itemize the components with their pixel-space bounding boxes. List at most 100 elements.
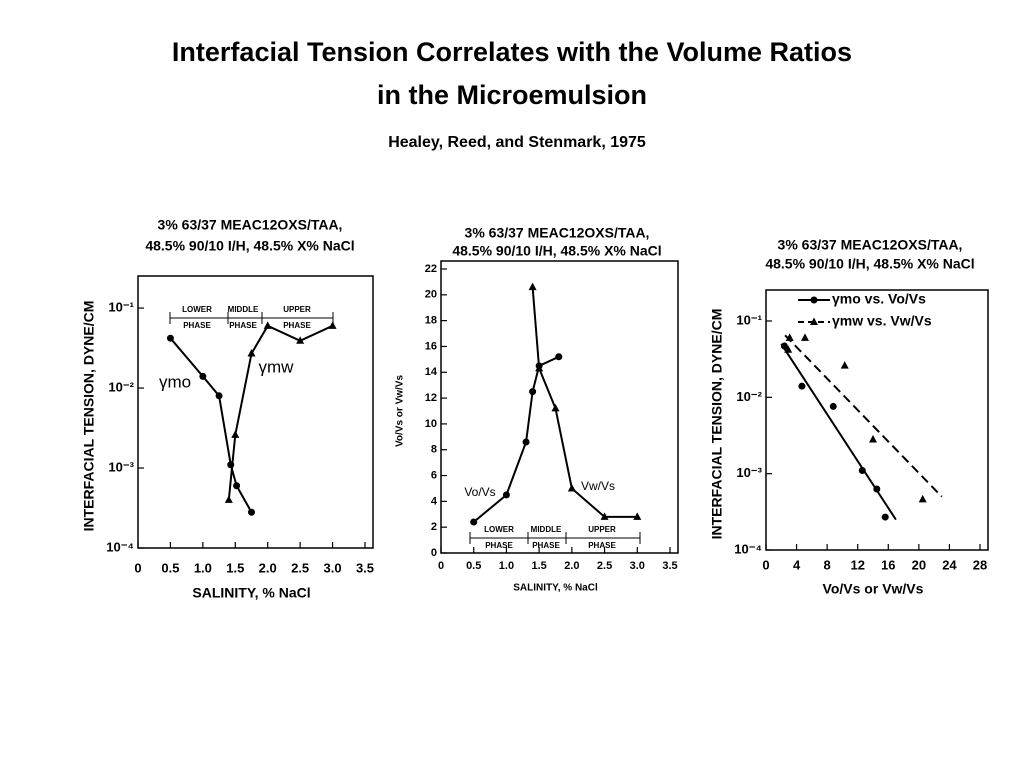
- y-tick-label: 6: [431, 469, 437, 481]
- data-point: [785, 333, 794, 341]
- citation: Healey, Reed, and Stenmark, 1975: [388, 134, 646, 151]
- x-tick-label: 28: [973, 557, 987, 572]
- x-tick-label: 3.0: [630, 560, 645, 572]
- x-tick-label: 1.0: [194, 560, 212, 575]
- x-tick-label: 3.5: [662, 560, 677, 572]
- phase-label: UPPER: [588, 525, 616, 534]
- data-point: [502, 491, 510, 499]
- data-point: [248, 508, 255, 516]
- x-tick-label: 1.5: [531, 560, 546, 572]
- phase-label: MIDDLE: [228, 305, 259, 314]
- data-point: [535, 363, 544, 372]
- data-point: [567, 483, 576, 492]
- x-tick-label: 2.0: [259, 560, 277, 575]
- data-point: [470, 518, 478, 526]
- chart-title: 48.5% 90/10 I/H, 48.5% X% NaCl: [145, 238, 354, 254]
- x-axis-label: Vo/Vs or Vw/Vs: [823, 581, 924, 597]
- x-tick-label: 8: [824, 557, 831, 572]
- data-point: [528, 282, 537, 291]
- phase-label: PHASE: [588, 541, 616, 550]
- y-tick-label: 2: [431, 521, 437, 533]
- y-tick-label: 0: [431, 547, 437, 559]
- chart-title: 3% 63/37 MEAC12OXS/TAA,: [778, 237, 963, 253]
- y-axis-label: Vo/Vs or Vw/Vs: [395, 375, 406, 447]
- series-label: Vw/Vs: [581, 479, 615, 493]
- data-point: [199, 372, 207, 380]
- data-point: [263, 321, 272, 329]
- x-tick-label: 20: [912, 557, 926, 572]
- x-tick-label: 0.5: [466, 560, 481, 572]
- legend-label: γmw vs. Vw/Vs: [832, 313, 932, 329]
- phase-label: PHASE: [183, 321, 211, 330]
- y-tick-label: 10⁻¹: [736, 312, 762, 327]
- plot-frame: [137, 275, 374, 549]
- phase-label: PHASE: [532, 541, 560, 550]
- phase-label: LOWER: [182, 305, 212, 314]
- y-tick-label: 18: [425, 315, 437, 327]
- plot-frame: [440, 260, 679, 554]
- x-tick-label: 2.5: [291, 560, 309, 575]
- data-point: [224, 495, 233, 503]
- phase-label: UPPER: [283, 305, 311, 314]
- data-point: [247, 349, 256, 357]
- data-point: [798, 382, 806, 390]
- x-tick-label: 0: [134, 560, 141, 575]
- y-tick-label: 10⁻³: [108, 459, 134, 474]
- legend-marker: [810, 296, 818, 304]
- y-tick-label: 10: [425, 418, 437, 430]
- x-tick-label: 1.0: [499, 560, 514, 572]
- data-point: [600, 512, 609, 520]
- data-point: [551, 403, 560, 412]
- data-point: [918, 494, 927, 503]
- y-tick-label: 16: [425, 340, 437, 352]
- y-tick-label: 12: [425, 392, 437, 404]
- data-point: [215, 392, 223, 400]
- y-tick-label: 10⁻⁴: [106, 539, 134, 554]
- x-axis-label: SALINITY, % NaCl: [513, 583, 598, 594]
- y-tick-label: 4: [431, 495, 438, 507]
- phase-label: PHASE: [485, 541, 513, 550]
- x-tick-label: 0.5: [161, 560, 179, 575]
- y-tick-label: 10⁻²: [108, 379, 134, 394]
- chart-title: 3% 63/37 MEAC12OXS/TAA,: [158, 217, 343, 233]
- slide-title: Interfacial Tension Correlates with the …: [172, 37, 852, 67]
- x-tick-label: 0: [762, 557, 769, 572]
- data-point: [780, 342, 788, 350]
- x-tick-label: 24: [942, 557, 957, 572]
- x-tick-label: 2.5: [597, 560, 612, 572]
- phase-label: LOWER: [484, 525, 514, 534]
- x-tick-label: 1.5: [226, 560, 244, 575]
- y-tick-label: 8: [431, 444, 437, 456]
- series-line: [531, 286, 638, 518]
- legend-marker: [810, 317, 818, 325]
- data-point: [233, 482, 241, 490]
- data-point: [231, 430, 240, 438]
- plot-frame: [765, 289, 989, 551]
- y-tick-label: 20: [425, 289, 437, 301]
- chart-title: 48.5% 90/10 I/H, 48.5% X% NaCl: [765, 256, 974, 272]
- x-tick-label: 2.0: [564, 560, 579, 572]
- data-point: [881, 513, 889, 521]
- chart-title: 48.5% 90/10 I/H, 48.5% X% NaCl: [452, 243, 661, 259]
- data-point: [166, 334, 174, 342]
- y-tick-label: 10⁻¹: [108, 300, 134, 315]
- y-tick-label: 22: [425, 263, 437, 275]
- y-tick-label: 10⁻³: [736, 465, 762, 480]
- legend-label: γmo vs. Vo/Vs: [832, 291, 926, 307]
- data-point: [840, 361, 849, 369]
- y-tick-label: 14: [425, 366, 438, 378]
- data-point: [800, 333, 809, 341]
- data-point: [522, 438, 530, 446]
- x-axis-label: SALINITY, % NaCl: [192, 585, 310, 601]
- series-label: Vo/Vs: [464, 485, 495, 499]
- series-line: [169, 337, 253, 513]
- chart-title: 3% 63/37 MEAC12OXS/TAA,: [465, 225, 650, 241]
- data-point: [296, 336, 305, 344]
- data-point: [529, 388, 537, 396]
- fit-line: [784, 334, 943, 498]
- y-tick-label: 10⁻⁴: [734, 541, 762, 556]
- y-tick-label: 10⁻²: [736, 389, 762, 404]
- phase-label: PHASE: [229, 321, 257, 330]
- series-label: γmw: [259, 357, 295, 376]
